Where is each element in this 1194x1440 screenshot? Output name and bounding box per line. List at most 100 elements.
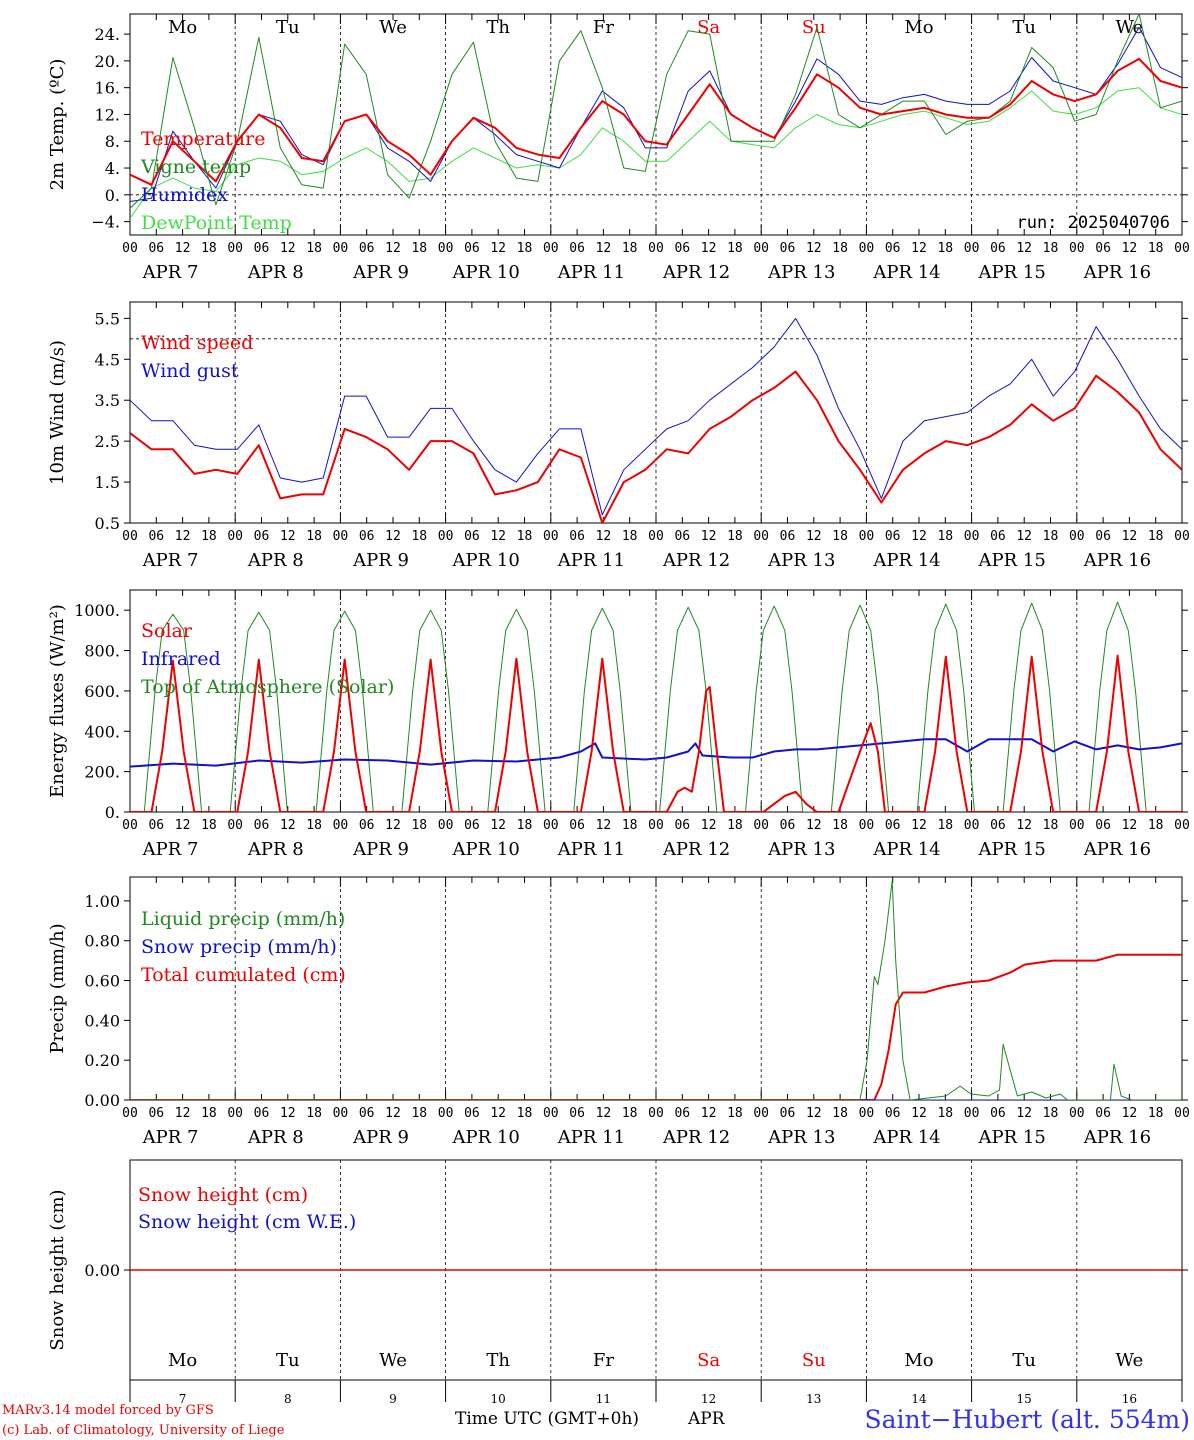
x-date-label: APR 7 — [142, 1127, 199, 1148]
legend-entry: Total cumulated (cm) — [141, 964, 346, 986]
y-tick-label: 0.5 — [95, 514, 120, 533]
x-date-label: APR 9 — [352, 1127, 409, 1148]
y-tick-label: 0.00 — [84, 1261, 120, 1280]
x-hour-label: 12 — [911, 241, 927, 256]
x-hour-label: 00 — [648, 818, 664, 833]
x-date-label: APR 14 — [872, 262, 940, 283]
x-hour-label: 12 — [385, 241, 401, 256]
x-hour-label: 06 — [359, 818, 375, 833]
x-hour-label: 06 — [780, 529, 796, 544]
x-hour-label: 06 — [569, 818, 585, 833]
y-tick-label: 16. — [95, 79, 120, 98]
chart-panel-2: 5.5 4.5 3.5 2.5 1.5 0.5 10m Wind (m/s) 00 06 12 18… — [47, 301, 1190, 571]
x-hour-label: 18 — [1148, 529, 1164, 544]
x-hour-label: 18 — [201, 1106, 217, 1121]
y-tick-label: 8. — [105, 132, 120, 151]
x-hour-label: 12 — [385, 529, 401, 544]
y-tick-label: 0. — [105, 186, 120, 205]
x-day-number: 8 — [284, 1392, 292, 1406]
x-hour-label: 00 — [227, 818, 243, 833]
x-date-label: APR 10 — [452, 1127, 520, 1148]
legend-entry: Humidex — [141, 184, 228, 206]
x-date-label: APR 10 — [452, 839, 520, 860]
x-hour-label: 06 — [674, 818, 690, 833]
x-hour-label: 18 — [937, 818, 953, 833]
x-hour-label: 06 — [464, 818, 480, 833]
y-tick-label: 12. — [95, 105, 120, 124]
x-hour-label: 18 — [517, 1106, 533, 1121]
series-line-total-cumulated-cm — [130, 953, 1182, 1100]
x-hour-label: 00 — [543, 241, 559, 256]
x-hour-label: 00 — [438, 818, 454, 833]
chart-panel-4: 1.00 0.80 0.60 0.40 0.20 0.00 Precip (mm/h) 00 0… — [47, 876, 1190, 1148]
x-date-label: APR 15 — [978, 262, 1046, 283]
series-group — [130, 601, 1182, 812]
x-hour-label: 18 — [727, 818, 743, 833]
chart-panel-5: 0.00 Snow height (cm) 7 8 9 10 11 12 13 14 15 16 Mo T… — [47, 1159, 1188, 1406]
series-line-liquid-precip-mm-h — [130, 880, 1182, 1100]
x-hour-label: 00 — [227, 241, 243, 256]
x-date-label: APR 13 — [767, 839, 835, 860]
x-hour-label: 12 — [1122, 241, 1138, 256]
x-hour-label: 18 — [306, 241, 322, 256]
x-day-number: 9 — [389, 1392, 397, 1406]
x-date-label: APR 9 — [352, 839, 409, 860]
x-hour-label: 18 — [1148, 1106, 1164, 1121]
series-group — [130, 14, 1182, 219]
x-hour-label: 18 — [832, 1106, 848, 1121]
x-hour-label: 18 — [832, 529, 848, 544]
x-hour-label: 12 — [280, 241, 296, 256]
x-hour-label: 06 — [780, 818, 796, 833]
x-hour-label: 18 — [1148, 818, 1164, 833]
x-hour-label: 12 — [385, 1106, 401, 1121]
x-hour-label: 00 — [438, 241, 454, 256]
series-line-vigne-temp — [130, 14, 1182, 209]
x-hour-label: 18 — [411, 1106, 427, 1121]
x-hour-label: 00 — [333, 818, 349, 833]
x-hour-label: 00 — [543, 818, 559, 833]
x-hour-label: 18 — [622, 1106, 638, 1121]
x-date-label: APR 11 — [557, 262, 625, 283]
day-name-label: Tu — [1012, 17, 1036, 38]
x-hour-label: 06 — [885, 241, 901, 256]
y-axis-label: 2m Temp. (ºC) — [47, 59, 68, 191]
x-hour-label: 06 — [1095, 241, 1111, 256]
legend-entry: Solar — [141, 620, 193, 642]
day-name-label: Su — [802, 17, 826, 38]
x-hour-label: 06 — [990, 529, 1006, 544]
x-day-number: 10 — [491, 1392, 506, 1406]
x-hour-label: 06 — [148, 818, 164, 833]
x-hour-label: 06 — [359, 529, 375, 544]
x-hour-label: 12 — [280, 529, 296, 544]
day-name-label: Tu — [276, 17, 300, 38]
x-hour-label: 12 — [596, 529, 612, 544]
y-tick-label: 600. — [84, 682, 120, 701]
x-day-number: 15 — [1017, 1392, 1032, 1406]
x-hour-label: 12 — [1016, 241, 1032, 256]
x-hour-label: 06 — [990, 241, 1006, 256]
x-hour-label: 12 — [1122, 529, 1138, 544]
x-hour-label: 06 — [1095, 529, 1111, 544]
x-hour-label: 00 — [753, 1106, 769, 1121]
x-date-label: APR 13 — [767, 550, 835, 571]
model-credit: MARv3.14 model forced by GFS — [2, 1403, 214, 1418]
y-tick-label: 4.5 — [95, 350, 120, 369]
day-name-label: Su — [802, 1350, 826, 1371]
y-axis-label: Precip (mm/h) — [47, 923, 68, 1053]
x-date-label: APR 11 — [557, 1127, 625, 1148]
day-name-label: Fr — [593, 1350, 614, 1371]
x-date-label: APR 12 — [662, 262, 730, 283]
x-hour-label: 00 — [859, 529, 875, 544]
x-hour-label: 18 — [937, 529, 953, 544]
x-hour-label: 12 — [175, 529, 191, 544]
x-hour-label: 18 — [1043, 529, 1059, 544]
y-tick-label: 200. — [84, 763, 120, 782]
x-hour-label: 06 — [1095, 818, 1111, 833]
legend-entry: Wind gust — [141, 360, 239, 382]
y-tick-label: 1.00 — [84, 892, 120, 911]
x-hour-label: 18 — [1148, 241, 1164, 256]
x-hour-label: 18 — [411, 529, 427, 544]
x-hour-label: 00 — [438, 1106, 454, 1121]
x-hour-label: 12 — [280, 1106, 296, 1121]
series-line-wind-gust — [130, 317, 1182, 516]
